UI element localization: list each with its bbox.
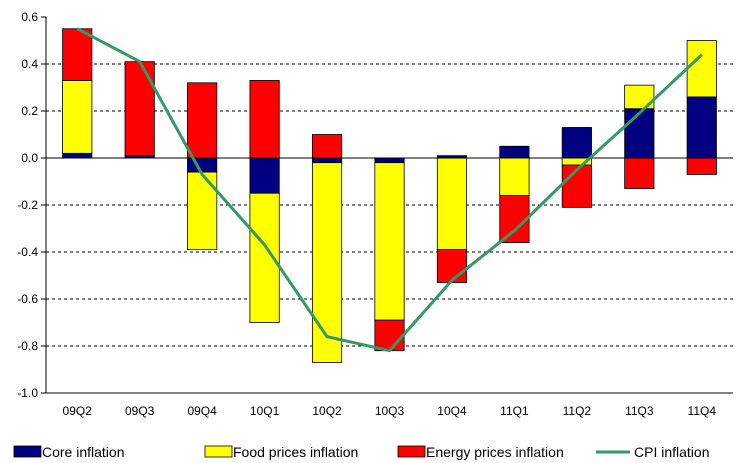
x-tick-label: 11Q1 <box>500 404 529 418</box>
bar-core-inflation-11q1 <box>500 146 529 158</box>
bar-food-prices-inflation-09q4 <box>187 172 216 250</box>
x-tick-label: 11Q2 <box>563 404 592 418</box>
bar-energy-prices-inflation-09q4 <box>187 83 216 158</box>
legend-label-cpi-inflation: CPI inflation <box>634 444 709 460</box>
y-tick-label: -0.4 <box>17 245 38 259</box>
legend-swatch-energy-prices-inflation <box>398 446 425 457</box>
legend-swatch-food-prices-inflation <box>205 446 232 457</box>
x-tick-label: 10Q3 <box>375 404 405 418</box>
legend: Core inflation Food prices inflation Energ… <box>14 444 709 460</box>
y-tick-label: 0.2 <box>21 104 38 118</box>
y-tick-label: -0.2 <box>17 198 38 212</box>
bars <box>63 29 717 363</box>
bar-energy-prices-inflation-11q4 <box>687 158 716 174</box>
x-tick-labels: 09Q2 09Q3 09Q4 10Q1 10Q2 10Q3 10Q4 11Q1 11Q2 11Q3… <box>63 404 717 418</box>
bar-core-inflation-10q2 <box>312 158 341 163</box>
bar-energy-prices-inflation-10q2 <box>312 135 341 159</box>
bar-core-inflation-09q4 <box>187 158 216 172</box>
legend-label-food-prices-inflation: Food prices inflation <box>233 444 358 460</box>
x-tick-label: 11Q3 <box>625 404 654 418</box>
x-tick-label: 09Q3 <box>125 404 155 418</box>
bar-core-inflation-11q3 <box>625 109 654 158</box>
bar-core-inflation-09q2 <box>63 153 92 158</box>
bar-food-prices-inflation-09q2 <box>63 80 92 153</box>
y-tick-labels: 0.6 0.4 0.2 0.0 -0.2 -0.4 -0.6 -0.8 -1.0 <box>17 10 38 400</box>
bar-food-prices-inflation-10q4 <box>437 158 466 250</box>
bar-food-prices-inflation-10q3 <box>375 163 404 320</box>
bar-food-prices-inflation-11q1 <box>500 158 529 196</box>
bar-energy-prices-inflation-10q3 <box>375 320 404 351</box>
bar-energy-prices-inflation-10q1 <box>250 80 279 158</box>
bar-core-inflation-10q3 <box>375 158 404 163</box>
bar-core-inflation-11q4 <box>687 97 716 158</box>
bar-core-inflation-10q1 <box>250 158 279 193</box>
legend-swatch-core-inflation <box>14 446 41 457</box>
x-tick-label: 11Q4 <box>688 404 717 418</box>
bar-energy-prices-inflation-10q4 <box>437 250 466 283</box>
bar-food-prices-inflation-11q4 <box>687 41 716 97</box>
y-tick-label: -0.8 <box>17 339 38 353</box>
x-tick-label: 10Q4 <box>437 404 467 418</box>
y-tick-label: -1.0 <box>17 386 38 400</box>
y-tick-label: 0.6 <box>21 10 38 24</box>
x-tick-label: 09Q2 <box>63 404 93 418</box>
y-tick-label: -0.6 <box>17 292 38 306</box>
x-tick-label: 10Q1 <box>250 404 280 418</box>
legend-label-core-inflation: Core inflation <box>42 444 125 460</box>
y-tick-label: 0.0 <box>21 151 38 165</box>
bar-food-prices-inflation-10q2 <box>312 163 341 363</box>
bar-energy-prices-inflation-09q3 <box>125 62 154 156</box>
legend-label-energy-prices-inflation: Energy prices inflation <box>426 444 564 460</box>
bar-core-inflation-11q2 <box>562 127 591 158</box>
x-tick-label: 10Q2 <box>312 404 342 418</box>
x-tick-label: 09Q4 <box>187 404 217 418</box>
bar-energy-prices-inflation-09q2 <box>63 29 92 81</box>
y-tick-label: 0.4 <box>21 57 38 71</box>
bar-energy-prices-inflation-11q3 <box>625 158 654 189</box>
